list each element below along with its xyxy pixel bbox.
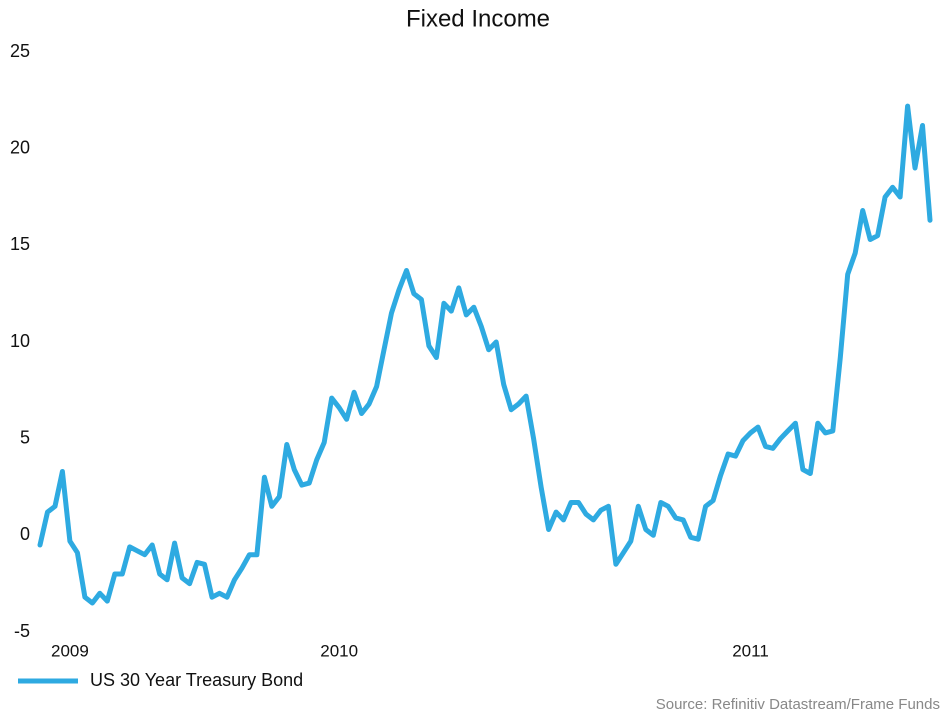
y-tick-label: 0: [20, 524, 30, 544]
source-note: Source: Refinitiv Datastream/Frame Funds: [656, 696, 940, 713]
x-tick-label: 2010: [320, 641, 358, 660]
data-line: [37, 103, 933, 606]
y-tick-label: -5: [14, 621, 30, 641]
y-tick-label: 5: [20, 427, 30, 447]
chart-title: Fixed Income: [406, 5, 550, 32]
legend-label: US 30 Year Treasury Bond: [90, 670, 303, 690]
x-tick-label: 2009: [51, 641, 89, 660]
y-tick-label: 10: [10, 331, 30, 351]
x-tick-label: 2011: [732, 641, 769, 660]
y-tick-label: 15: [10, 234, 30, 254]
y-tick-label: 25: [10, 41, 30, 61]
y-tick-label: 20: [10, 137, 30, 157]
